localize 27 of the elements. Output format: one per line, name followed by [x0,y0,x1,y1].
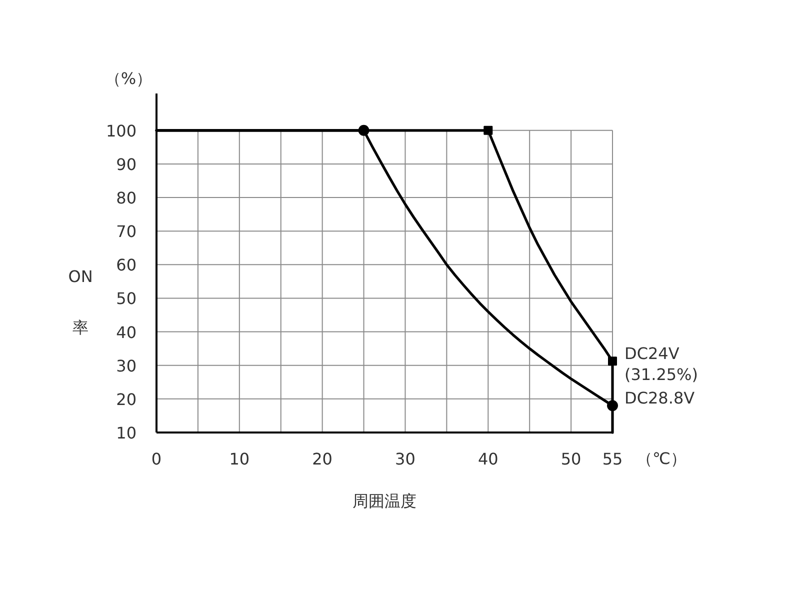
text: （℃） [636,449,686,468]
y-tick-label: 70 [116,222,136,242]
x-tick-label: 40 [478,450,498,468]
text: （%） [104,69,152,88]
point [607,400,618,412]
x-tick-label: 0 [151,450,162,468]
point [484,126,493,135]
x-tick-label: 30 [395,450,416,468]
point [608,356,617,366]
y-tick-label: 60 [116,256,136,275]
y-tick-label: 20 [116,390,136,409]
y-tick-label: 40 [116,322,136,342]
text: ON 率 [68,266,93,338]
y-tick-label: 10 [116,424,136,442]
annotation: DC28.8V [624,388,695,408]
y-tick-label: 80 [116,188,136,208]
x-tick-label: 20 [312,450,332,468]
y-tick-label: 30 [116,356,136,376]
x-tick-label: 50 [560,450,582,468]
y-tick-label: 90 [116,154,136,174]
x-axis-title: 周囲温度 [352,492,416,510]
annotation: DC24V (31.25%) [624,344,698,384]
x-tick-label: 55 [602,450,623,468]
x-tick-label: 10 [229,450,250,468]
y-tick-label: 50 [116,289,136,308]
point [358,124,370,136]
y-tick-label: 100 [106,121,137,140]
